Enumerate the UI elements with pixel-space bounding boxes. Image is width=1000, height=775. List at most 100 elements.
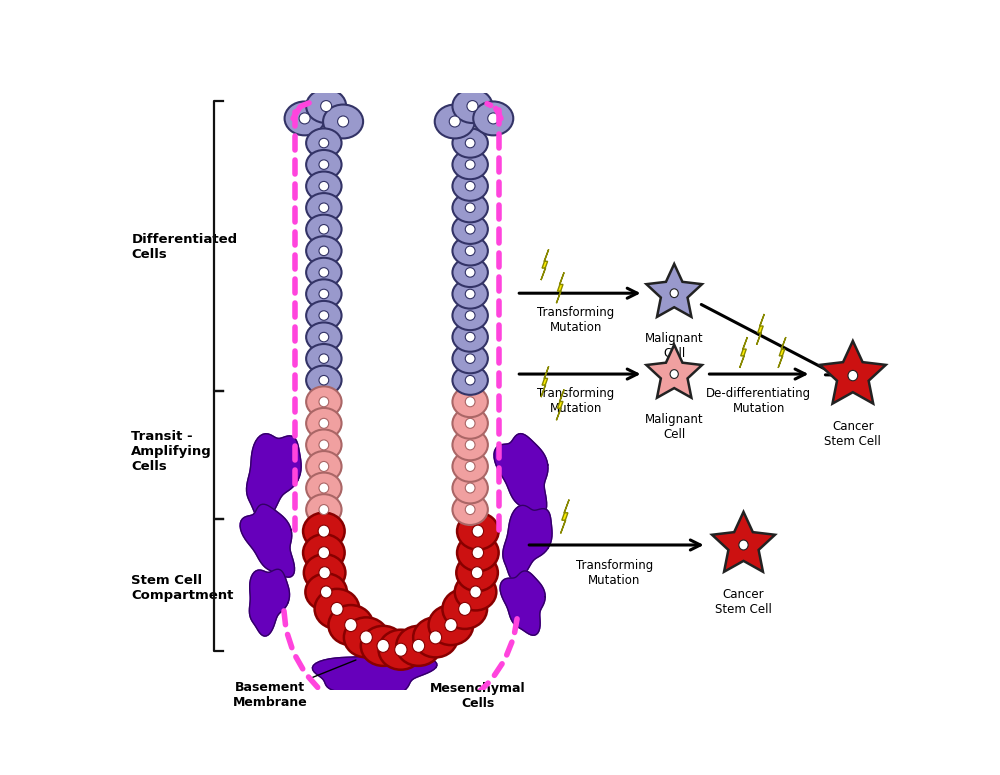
Text: Cancer
Stem Cell: Cancer Stem Cell (824, 420, 881, 448)
Ellipse shape (465, 440, 475, 450)
Ellipse shape (465, 354, 475, 363)
Ellipse shape (452, 215, 488, 244)
Polygon shape (646, 264, 702, 317)
Ellipse shape (465, 483, 475, 493)
Ellipse shape (465, 246, 475, 256)
Text: Malignant
Cell: Malignant Cell (645, 332, 704, 360)
Ellipse shape (452, 89, 492, 123)
Ellipse shape (670, 289, 678, 298)
Ellipse shape (429, 631, 442, 644)
Ellipse shape (319, 246, 329, 256)
Ellipse shape (472, 525, 484, 537)
Ellipse shape (285, 102, 325, 136)
Ellipse shape (452, 344, 488, 374)
Ellipse shape (319, 567, 330, 579)
Ellipse shape (360, 631, 372, 644)
Ellipse shape (306, 193, 342, 222)
Ellipse shape (465, 332, 475, 342)
Ellipse shape (465, 397, 475, 407)
Polygon shape (712, 512, 775, 572)
Ellipse shape (306, 236, 342, 266)
Ellipse shape (361, 626, 405, 666)
Ellipse shape (319, 483, 329, 493)
Ellipse shape (306, 344, 342, 374)
Ellipse shape (306, 451, 342, 482)
Ellipse shape (306, 129, 342, 157)
Ellipse shape (319, 354, 329, 363)
Polygon shape (778, 337, 786, 368)
Text: Cancer
Stem Cell: Cancer Stem Cell (715, 588, 772, 616)
Ellipse shape (465, 505, 475, 515)
Ellipse shape (306, 301, 342, 330)
Text: Transforming
Mutation: Transforming Mutation (537, 388, 614, 415)
Polygon shape (500, 571, 545, 635)
Ellipse shape (319, 418, 329, 429)
Ellipse shape (331, 602, 343, 615)
Ellipse shape (379, 630, 423, 670)
Ellipse shape (303, 512, 345, 549)
Ellipse shape (452, 451, 488, 482)
Ellipse shape (465, 138, 475, 148)
Text: Transit -
Amplifying
Cells: Transit - Amplifying Cells (131, 429, 212, 473)
Ellipse shape (306, 366, 342, 394)
Polygon shape (740, 337, 747, 368)
Ellipse shape (465, 418, 475, 429)
Ellipse shape (319, 332, 329, 342)
Ellipse shape (465, 375, 475, 385)
Ellipse shape (306, 215, 342, 244)
Ellipse shape (452, 171, 488, 201)
Ellipse shape (452, 473, 488, 504)
Ellipse shape (328, 605, 373, 645)
Ellipse shape (465, 289, 475, 298)
Ellipse shape (320, 586, 332, 598)
Ellipse shape (457, 512, 499, 549)
Ellipse shape (319, 505, 329, 515)
Polygon shape (247, 434, 301, 520)
Polygon shape (556, 390, 564, 420)
Ellipse shape (473, 102, 513, 136)
Ellipse shape (306, 473, 342, 504)
Polygon shape (561, 500, 569, 533)
Ellipse shape (456, 554, 498, 591)
Ellipse shape (452, 301, 488, 330)
Text: De-differentiating
Mutation: De-differentiating Mutation (706, 388, 811, 415)
Ellipse shape (319, 461, 329, 471)
Text: Basement
Membrane: Basement Membrane (233, 660, 356, 708)
Ellipse shape (449, 116, 460, 127)
Ellipse shape (429, 605, 473, 645)
Ellipse shape (452, 236, 488, 266)
Ellipse shape (465, 311, 475, 320)
Ellipse shape (319, 267, 329, 277)
Ellipse shape (739, 540, 748, 550)
Ellipse shape (344, 618, 389, 657)
Ellipse shape (465, 267, 475, 277)
Ellipse shape (319, 440, 329, 450)
Ellipse shape (306, 150, 342, 179)
Ellipse shape (452, 322, 488, 352)
Ellipse shape (315, 589, 359, 629)
Ellipse shape (459, 602, 471, 615)
Ellipse shape (396, 626, 441, 666)
Ellipse shape (319, 160, 329, 170)
Ellipse shape (306, 258, 342, 287)
Ellipse shape (318, 546, 330, 559)
Ellipse shape (323, 105, 363, 139)
Ellipse shape (395, 643, 407, 656)
Ellipse shape (472, 546, 484, 559)
Ellipse shape (299, 113, 310, 124)
Text: Differentiated
Cells: Differentiated Cells (131, 233, 237, 261)
Ellipse shape (465, 181, 475, 191)
Ellipse shape (306, 429, 342, 460)
Ellipse shape (465, 461, 475, 471)
Polygon shape (240, 505, 294, 577)
Ellipse shape (304, 554, 345, 591)
Ellipse shape (452, 366, 488, 394)
Ellipse shape (319, 203, 329, 212)
Ellipse shape (465, 203, 475, 212)
Ellipse shape (670, 370, 678, 378)
Ellipse shape (467, 101, 478, 112)
Ellipse shape (318, 525, 330, 537)
Ellipse shape (452, 408, 488, 439)
Polygon shape (757, 314, 764, 345)
Ellipse shape (306, 494, 342, 525)
